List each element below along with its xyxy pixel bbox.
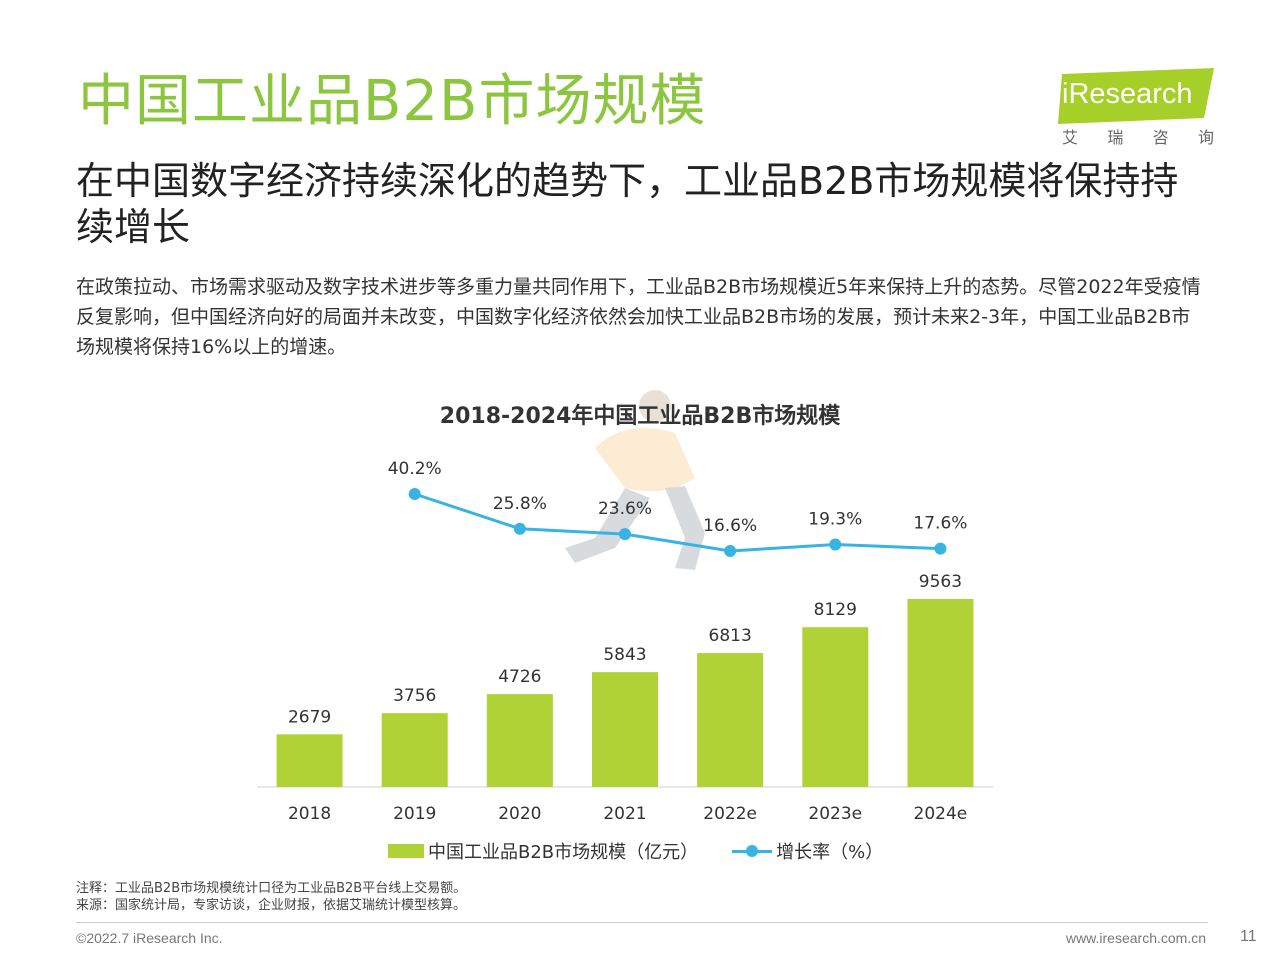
growth-rate-label: 17.6% <box>913 514 967 534</box>
bar <box>802 627 869 787</box>
growth-rate-point <box>829 538 842 551</box>
x-tick-label: 2020 <box>498 804 541 824</box>
bar-value-label: 2679 <box>288 707 331 727</box>
copyright-text: ©2022.7 iResearch Inc. <box>76 930 223 946</box>
bar <box>697 653 764 787</box>
bar <box>907 599 974 787</box>
growth-rate-label: 19.3% <box>808 509 862 529</box>
logo-text: iResearch <box>1062 78 1193 110</box>
bar <box>486 694 553 787</box>
chart-notes: 注释：工业品B2B市场规模统计口径为工业品B2B平台线上交易额。 来源：国家统计… <box>76 880 466 914</box>
x-tick-label: 2021 <box>603 804 646 824</box>
source-text: 来源：国家统计局，专家访谈，企业财报，依据艾瑞统计模型核算。 <box>76 898 467 913</box>
iresearch-logo: iResearch 艾 瑞 咨 询 <box>1058 68 1218 148</box>
logo-subtext: 艾 瑞 咨 询 <box>1058 124 1218 148</box>
logo-sub-char: 艾 <box>1062 128 1079 147</box>
legend-line-label: 增长率（%） <box>776 842 884 863</box>
legend-bar-label: 中国工业品B2B市场规模（亿元） <box>428 842 699 863</box>
page-number: 11 <box>1240 928 1257 945</box>
growth-rate-line <box>414 492 941 553</box>
chart-legend: 中国工业品B2B市场规模（亿元） 增长率（%） <box>388 838 883 864</box>
logo-sub-char: 询 <box>1197 128 1214 147</box>
x-tick-label: 2023e <box>808 804 862 824</box>
bar-value-label: 9563 <box>919 572 962 592</box>
website-text: www.iresearch.com.cn <box>1065 930 1206 946</box>
legend-bar-swatch <box>388 844 424 858</box>
page-subtitle: 在中国数字经济持续深化的趋势下，工业品B2B市场规模将保持持续增长 <box>76 159 1179 249</box>
x-tick-label: 2018 <box>288 804 331 824</box>
x-tick-label: 2022e <box>703 804 757 824</box>
note-text: 注释：工业品B2B市场规模统计口径为工业品B2B平台线上交易额。 <box>76 881 467 896</box>
growth-rate-point <box>619 528 631 541</box>
x-tick-label: 2024e <box>914 804 968 824</box>
bar <box>592 672 658 787</box>
growth-rate-label: 23.6% <box>598 499 652 519</box>
watermark-figure-icon <box>565 390 705 570</box>
bar-value-label: 5843 <box>603 645 646 665</box>
growth-rate-label: 25.8% <box>493 494 547 514</box>
logo-sub-char: 瑞 <box>1107 128 1124 147</box>
legend-line-swatch <box>732 844 773 858</box>
bar <box>276 734 343 787</box>
logo-sub-char: 咨 <box>1152 128 1169 147</box>
logo-badge-icon <box>1058 68 1214 124</box>
bar-value-label: 6813 <box>709 626 752 646</box>
bar-value-label: 8129 <box>814 600 857 620</box>
body-paragraph: 在政策拉动、市场需求驱动及数字技术进步等多重力量共同作用下，工业品B2B市场规模… <box>76 276 1201 358</box>
bar-value-label: 4726 <box>498 667 541 687</box>
footer-divider <box>76 922 1208 923</box>
page-title: 中国工业品B2B市场规模 <box>78 69 707 134</box>
bar <box>381 713 448 787</box>
chart-title: 2018-2024年中国工业品B2B市场规模 <box>439 404 841 429</box>
growth-rate-point <box>408 488 421 500</box>
growth-rate-point <box>724 545 737 557</box>
growth-rate-point <box>934 542 947 555</box>
x-tick-label: 2019 <box>393 804 436 824</box>
bar-value-label: 3756 <box>393 686 436 706</box>
growth-rate-label: 16.6% <box>703 516 757 536</box>
growth-rate-point <box>513 522 526 535</box>
growth-rate-label: 40.2% <box>388 459 442 479</box>
